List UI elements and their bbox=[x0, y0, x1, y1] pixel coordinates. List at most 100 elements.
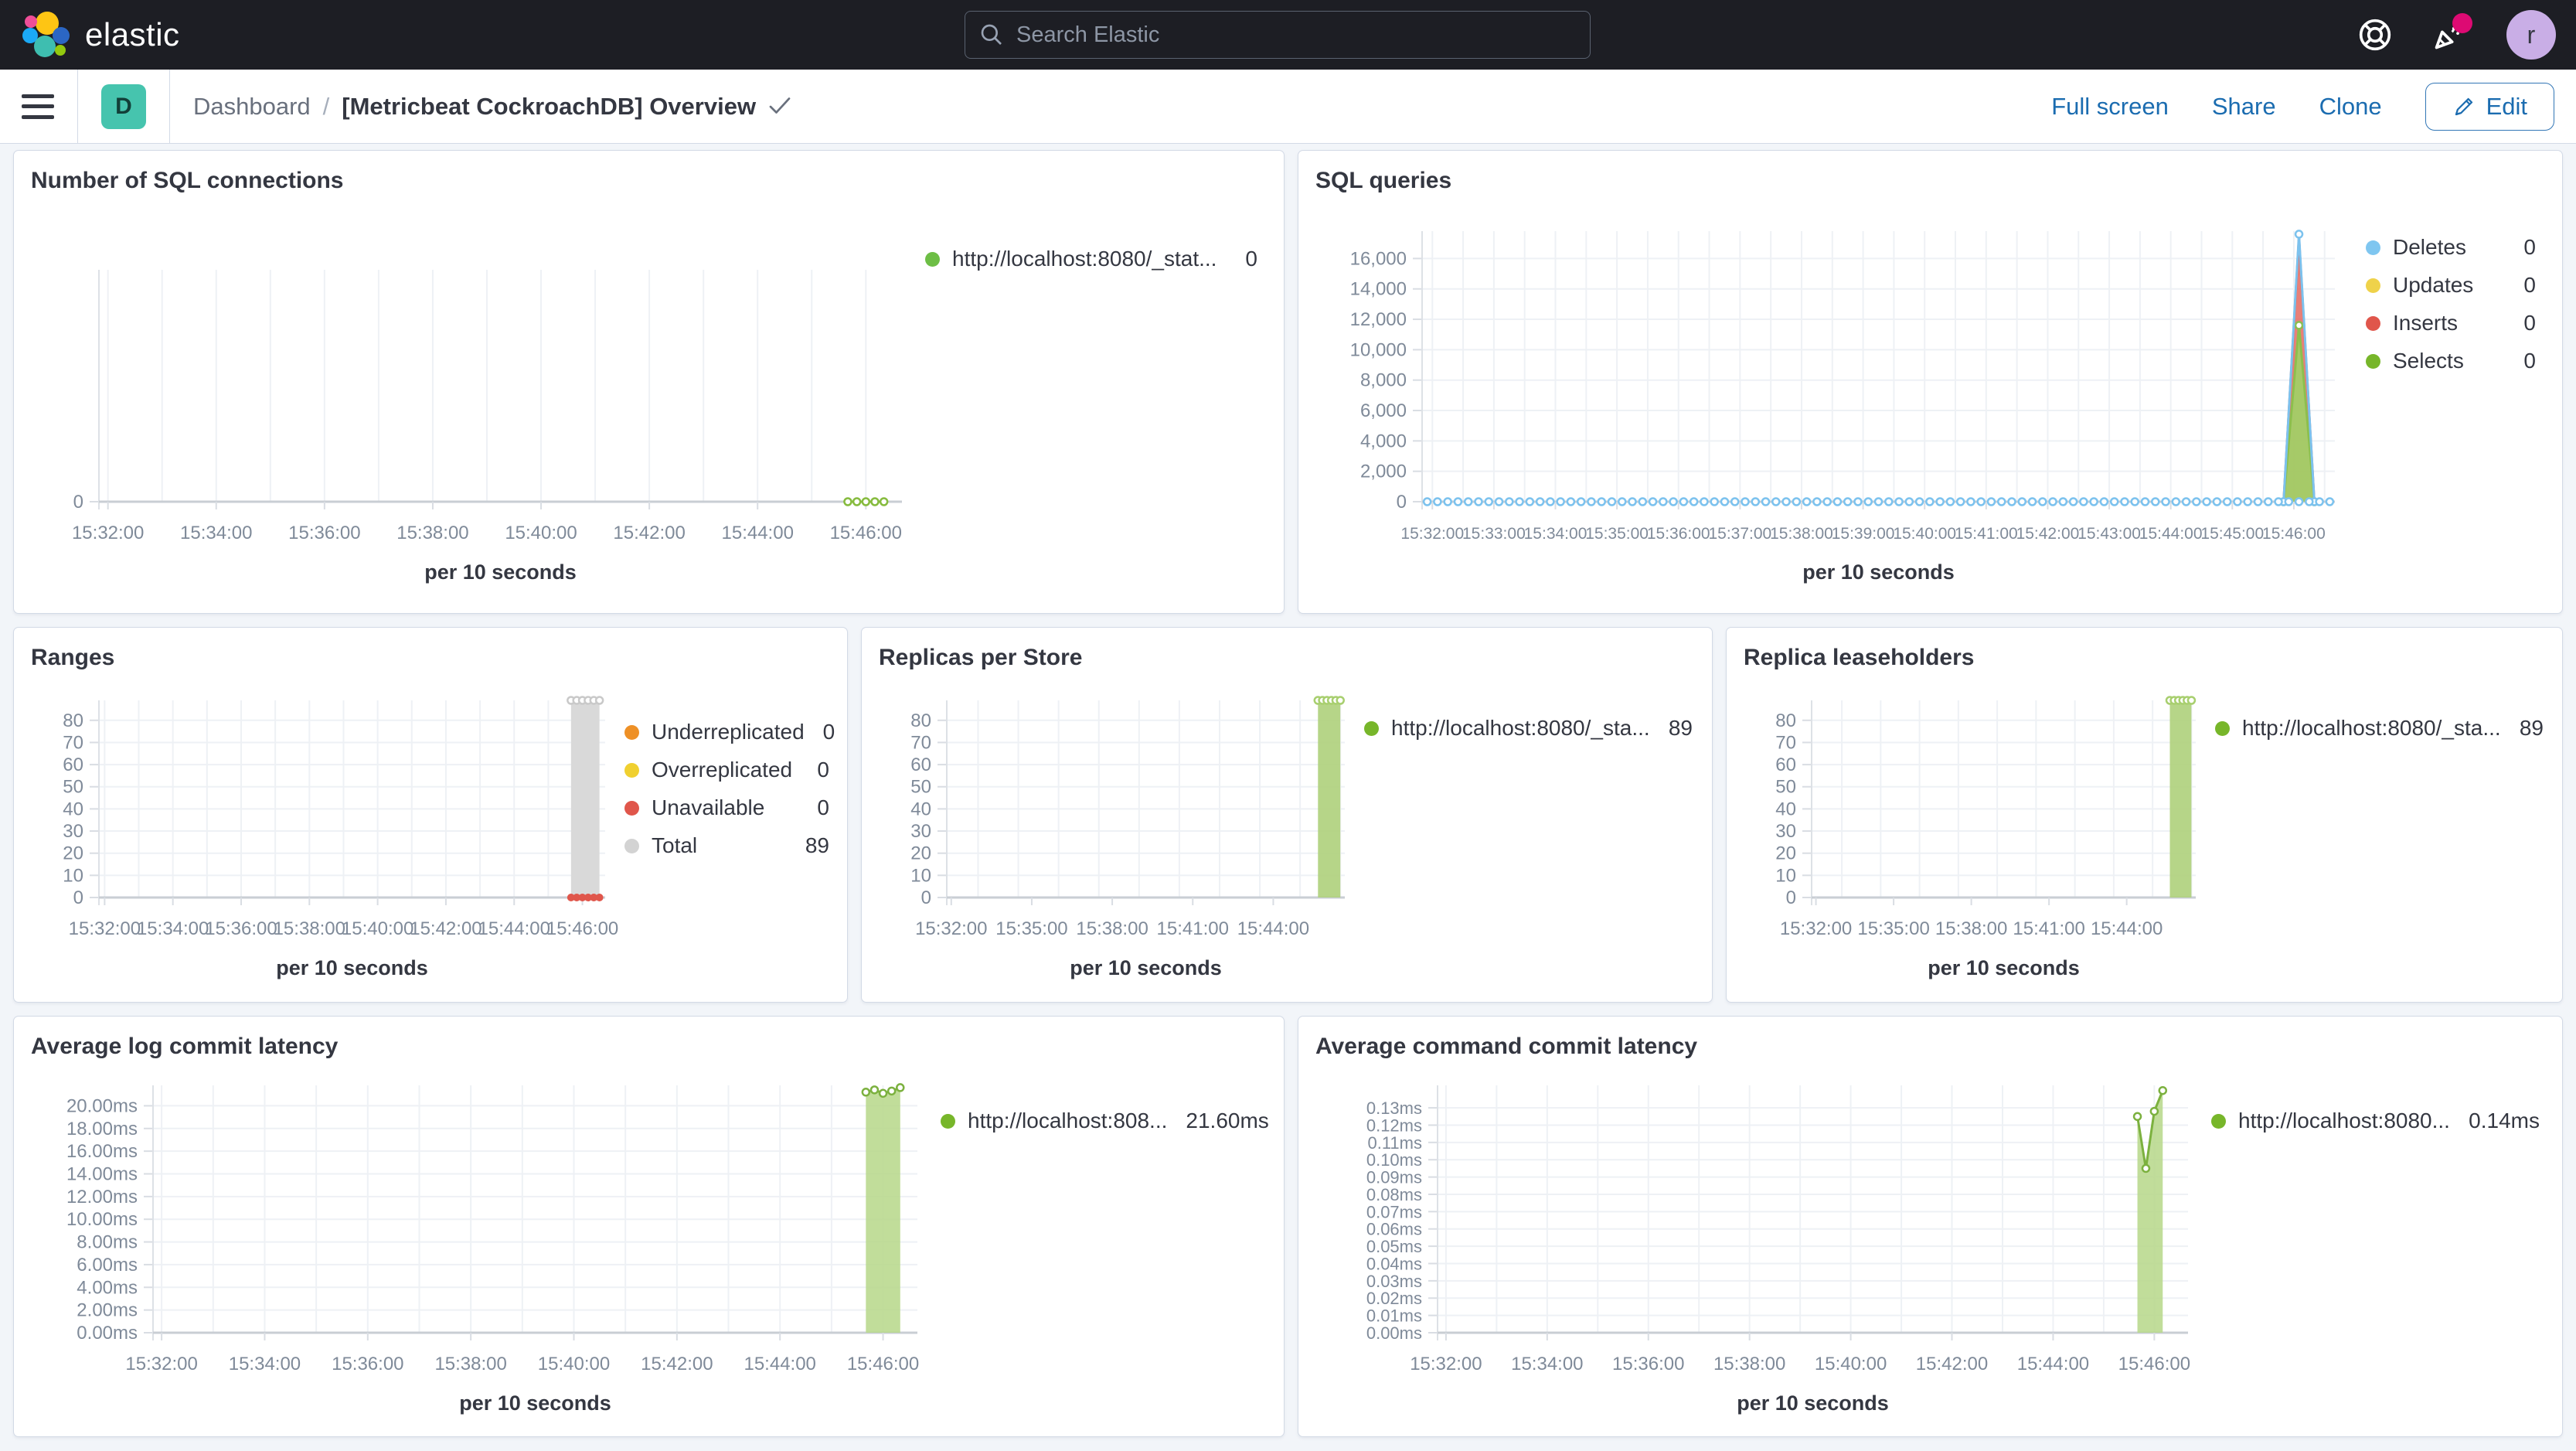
x-tick-label: 15:40:00 bbox=[1893, 525, 1956, 543]
series-dot bbox=[1443, 497, 1452, 506]
series-dot bbox=[2027, 497, 2037, 506]
series-marker bbox=[2294, 321, 2304, 330]
chart-plot: 0.00ms0.01ms0.02ms0.03ms0.04ms0.05ms0.06… bbox=[1366, 1085, 2190, 1415]
chart-legend: http://localhost:8080... 0.14ms bbox=[2211, 1066, 2540, 1146]
x-tick-label: 15:44:00 bbox=[2139, 525, 2203, 543]
series-dot bbox=[2038, 497, 2047, 506]
check-icon[interactable] bbox=[768, 97, 791, 117]
x-tick-label: 15:41:00 bbox=[1157, 918, 1229, 939]
legend-item[interactable]: Updates 0 bbox=[2366, 273, 2536, 298]
series-dot bbox=[1996, 497, 2006, 506]
y-tick-label: 0.03ms bbox=[1366, 1272, 1422, 1291]
x-tick-label: 15:32:00 bbox=[915, 918, 987, 939]
series-dot bbox=[1638, 497, 1648, 506]
y-tick-label: 4,000 bbox=[1360, 431, 1407, 451]
series-dot bbox=[2151, 497, 2160, 506]
elastic-logo-icon bbox=[22, 12, 70, 57]
x-tick-label: 15:38:00 bbox=[274, 918, 345, 939]
x-tick-label: 15:39:00 bbox=[1832, 525, 1895, 543]
legend-dot bbox=[624, 724, 639, 740]
legend-item[interactable]: Overreplicated 0 bbox=[624, 758, 829, 782]
series-dot bbox=[1812, 497, 1822, 506]
x-tick-label: 15:46:00 bbox=[830, 523, 902, 543]
series-dot bbox=[2017, 497, 2027, 506]
clone-button[interactable]: Clone bbox=[2319, 92, 2382, 120]
y-tick-label: 20 bbox=[63, 843, 83, 864]
elastic-brand[interactable]: elastic bbox=[0, 10, 180, 60]
y-tick-label: 60 bbox=[1775, 754, 1796, 775]
series-dot bbox=[1669, 497, 1678, 506]
y-tick-label: 80 bbox=[1775, 710, 1796, 731]
series-marker bbox=[2158, 1085, 2168, 1095]
y-tick-label: 0.12ms bbox=[1366, 1115, 1422, 1135]
series-marker bbox=[573, 894, 581, 901]
series-dot bbox=[1792, 497, 1802, 506]
legend-item[interactable]: Total 89 bbox=[624, 833, 829, 858]
legend-item[interactable]: Selects 0 bbox=[2366, 349, 2536, 373]
share-button[interactable]: Share bbox=[2211, 92, 2276, 120]
x-tick-label: 15:38:00 bbox=[1770, 525, 1833, 543]
y-tick-label: 10.00ms bbox=[66, 1209, 138, 1230]
legend-item[interactable]: http://localhost:808... 21.60ms bbox=[941, 1109, 1269, 1133]
space-avatar[interactable]: D bbox=[101, 83, 146, 129]
y-tick-label: 10,000 bbox=[1350, 339, 1407, 360]
series-marker bbox=[594, 696, 604, 705]
panel-ranges[interactable]: Ranges 0 10 20 30 40 50 60 70 80 15:32:00 15:34:00… bbox=[13, 627, 848, 1003]
panel-avg-command-commit-latency[interactable]: Average command commit latency 0.00ms 0.0… bbox=[1298, 1016, 2563, 1437]
y-tick-label: 0.07ms bbox=[1366, 1202, 1422, 1221]
panel-avg-log-commit-latency[interactable]: Average log commit latency 0.00ms 2.00ms 4… bbox=[13, 1016, 1285, 1437]
series-dot bbox=[1710, 497, 1719, 506]
panel-replicas-per-store[interactable]: Replicas per Store 0 10 20 30 40 50 60 70 80 15:3… bbox=[861, 627, 1713, 1003]
legend-item[interactable]: Deletes 0 bbox=[2366, 235, 2536, 260]
legend-item[interactable]: http://localhost:8080/_sta... 89 bbox=[1364, 716, 1693, 741]
help-icon[interactable] bbox=[2358, 18, 2392, 52]
legend-value: 21.60ms bbox=[1186, 1109, 1269, 1133]
series-marker bbox=[870, 497, 880, 506]
menu-icon[interactable] bbox=[22, 94, 54, 119]
panel-sql-queries[interactable]: SQL queries 0 2,000 4,000 6,000 8,000 10,000 1… bbox=[1298, 150, 2563, 614]
series-marker bbox=[861, 497, 871, 506]
legend-value: 0 bbox=[817, 758, 829, 782]
series-dot bbox=[2161, 497, 2170, 506]
legend-item[interactable]: Unavailable 0 bbox=[624, 795, 829, 820]
series-dot bbox=[1873, 497, 1884, 506]
news-feed-icon[interactable] bbox=[2432, 13, 2472, 52]
series-dot bbox=[1904, 497, 1914, 506]
y-tick-label: 0 bbox=[73, 492, 83, 513]
panel-body: 0 10 20 30 40 50 60 70 80 15:32:00 15:35:00 15:38:0… bbox=[877, 677, 1696, 988]
legend-item[interactable]: Underreplicated 0 bbox=[624, 720, 835, 744]
sql-queries-chart: 0 2,000 4,000 6,000 8,000 10,000 12,000 14,000 1… bbox=[1350, 230, 2335, 584]
x-tick-label: 15:44:00 bbox=[478, 918, 550, 939]
legend-value: 0 bbox=[2523, 349, 2536, 373]
series-dot bbox=[1741, 497, 1750, 506]
user-avatar[interactable]: r bbox=[2506, 10, 2556, 60]
x-tick-label: 15:46:00 bbox=[2262, 525, 2326, 543]
series-marker bbox=[2294, 230, 2304, 239]
legend-item[interactable]: http://localhost:8080/_stat... 0 bbox=[925, 247, 1257, 271]
y-tick-label: 40 bbox=[63, 799, 83, 819]
series-dot bbox=[2305, 497, 2314, 506]
series-dot bbox=[2109, 497, 2119, 506]
series-dot bbox=[2274, 497, 2283, 506]
x-tick-label: 15:38:00 bbox=[1713, 1354, 1785, 1374]
legend-item[interactable]: http://localhost:8080... 0.14ms bbox=[2211, 1109, 2540, 1133]
series-dot bbox=[1832, 497, 1843, 506]
top-navbar: elastic bbox=[0, 0, 2576, 70]
panel-replica-leaseholders[interactable]: Replica leaseholders 0 10 20 30 40 50 60 70 80 15… bbox=[1726, 627, 2563, 1003]
series-dot bbox=[1525, 497, 1535, 506]
legend-item[interactable]: http://localhost:8080/_sta... 89 bbox=[2215, 716, 2544, 741]
global-search[interactable] bbox=[965, 11, 1591, 59]
x-tick-label: 15:32:00 bbox=[72, 523, 144, 543]
y-tick-label: 60 bbox=[63, 754, 83, 775]
legend-label: http://localhost:8080/_sta... bbox=[1391, 716, 1650, 740]
page-title: [Metricbeat CockroachDB] Overview bbox=[342, 92, 757, 120]
series-dot bbox=[2325, 497, 2335, 506]
search-input[interactable] bbox=[1016, 22, 1576, 48]
x-tick-label: 15:36:00 bbox=[1612, 1354, 1684, 1374]
panel-sql-connections[interactable]: Number of SQL connections 0 15:32:00 15:34… bbox=[13, 150, 1285, 614]
breadcrumb-dashboard-link[interactable]: Dashboard bbox=[193, 92, 311, 120]
legend-item[interactable]: Inserts 0 bbox=[2366, 311, 2536, 336]
full-screen-button[interactable]: Full screen bbox=[2051, 92, 2169, 120]
edit-button[interactable]: Edit bbox=[2425, 82, 2554, 131]
